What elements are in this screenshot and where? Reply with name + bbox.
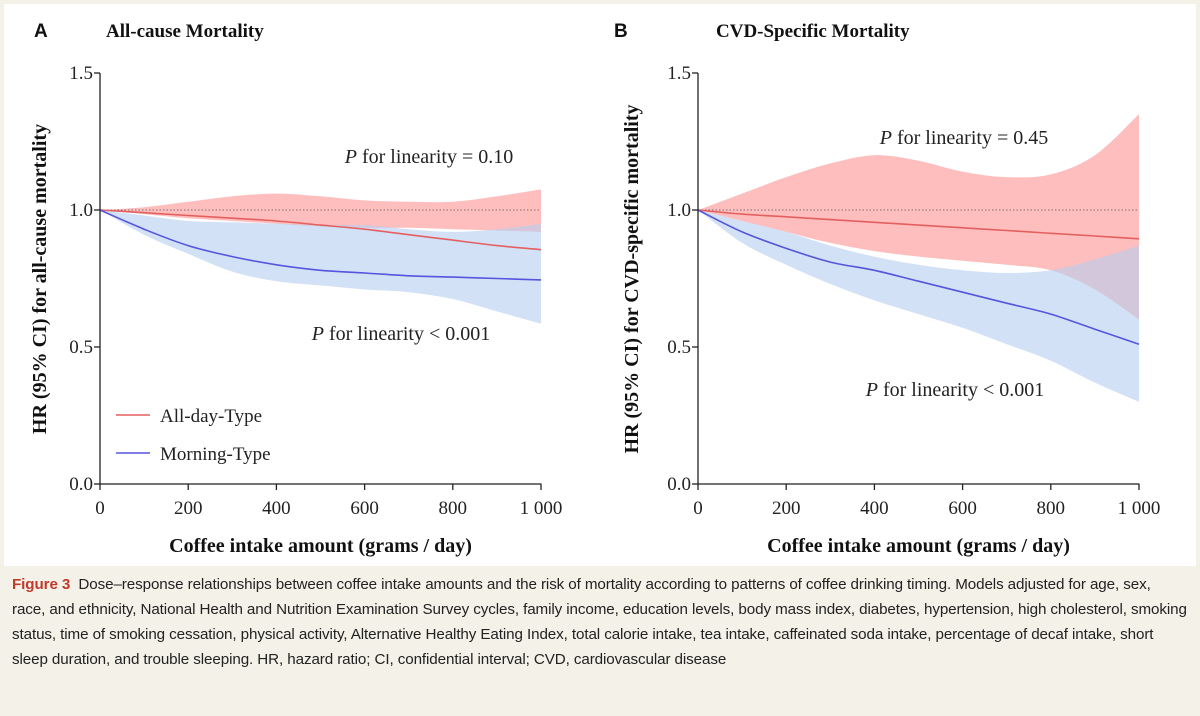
- y-tick-label: 1.5: [667, 63, 691, 84]
- x-tick-label: 200: [772, 498, 801, 519]
- x-tick-label: 0: [95, 498, 105, 519]
- series-line-all-day-type-panel-a: [99, 209, 542, 251]
- ci-band-all-day-type-panel-b: [698, 114, 1139, 320]
- x-axis-label: Coffee intake amount (grams / day): [767, 535, 1070, 557]
- linearity-text: for linearity = 0.45: [892, 127, 1048, 149]
- legend-label: All-day-Type: [160, 406, 262, 427]
- ci-band-all-day-type-panel-a: [100, 189, 541, 232]
- linearity-annotation: P for linearity = 0.45: [879, 127, 1048, 149]
- x-tick-label: 600: [350, 498, 379, 519]
- figure-label: Figure 3: [12, 576, 71, 593]
- x-tick-label: 0: [693, 498, 703, 519]
- y-tick-label: 0.0: [667, 474, 691, 495]
- y-tick-label: 1.0: [667, 200, 691, 221]
- panel-letter: B: [614, 21, 628, 42]
- y-axis-label: HR (95% CI) for all-cause mortality: [29, 124, 51, 434]
- p-symbol: P: [879, 127, 892, 149]
- x-tick-label: 800: [1037, 498, 1066, 519]
- figure-panels: 0.0 0.5 1.0 1.5 0 200 400 600 800 1 000 A All-cause…: [4, 4, 1196, 566]
- caption-text: Dose–response relationships between coff…: [12, 576, 1187, 668]
- panel-letter: A: [34, 21, 48, 42]
- y-tick-label: 0.5: [667, 337, 691, 358]
- x-tick-label: 200: [174, 498, 203, 519]
- x-tick-label: 400: [262, 498, 291, 519]
- linearity-annotation: P for linearity < 0.001: [311, 323, 490, 345]
- p-symbol: P: [865, 379, 878, 401]
- y-tick-label: 0.0: [69, 474, 93, 495]
- panel-title: All-cause Mortality: [106, 21, 264, 42]
- series-line-morning-type-panel-b: [697, 209, 1140, 346]
- y-tick-label: 0.5: [69, 337, 93, 358]
- legend-label: Morning-Type: [160, 444, 271, 465]
- x-tick-label: 1 000: [520, 498, 563, 519]
- linearity-text: for linearity = 0.10: [357, 146, 513, 168]
- ci-band-morning-type-panel-a: [100, 210, 541, 324]
- x-tick-label: 400: [860, 498, 889, 519]
- x-tick-label: 600: [948, 498, 977, 519]
- linearity-annotation: P for linearity < 0.001: [865, 379, 1044, 401]
- series-line-morning-type-panel-a: [99, 209, 542, 281]
- figure-caption: Figure 3 Dose–response relationships bet…: [12, 572, 1188, 672]
- x-axis-label: Coffee intake amount (grams / day): [169, 535, 472, 557]
- y-axis-label: HR (95% CI) for CVD-specific mortality: [621, 105, 643, 454]
- charts-svg: 0.0 0.5 1.0 1.5 0 200 400 600 800 1 000 A All-cause…: [29, 21, 1161, 557]
- linearity-text: for linearity < 0.001: [324, 323, 490, 345]
- p-symbol: P: [311, 323, 324, 345]
- y-tick-label: 1.0: [69, 200, 93, 221]
- ci-band-morning-type-panel-b: [698, 210, 1139, 402]
- linearity-text: for linearity < 0.001: [878, 379, 1044, 401]
- y-tick-label: 1.5: [69, 63, 93, 84]
- linearity-annotation: P for linearity = 0.10: [344, 146, 513, 168]
- x-tick-label: 1 000: [1118, 498, 1161, 519]
- x-tick-label: 800: [439, 498, 468, 519]
- panel-title: CVD-Specific Mortality: [716, 21, 910, 42]
- series-line-all-day-type-panel-b: [697, 209, 1140, 240]
- p-symbol: P: [344, 146, 357, 168]
